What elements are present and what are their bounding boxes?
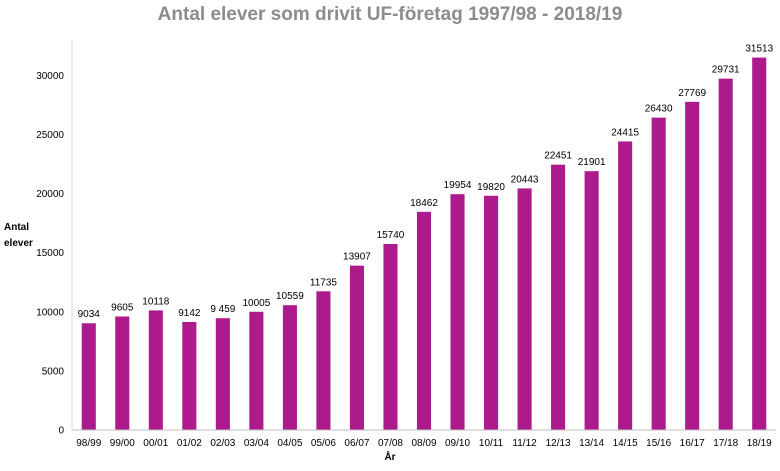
- y-tick-label: 5000: [42, 366, 65, 377]
- bar: [349, 265, 364, 430]
- x-tick-label: 17/18: [713, 438, 738, 449]
- x-tick-label: 07/08: [378, 438, 403, 449]
- x-axis-ticks: 98/99 99/00 00/01 01/02 02/03 03/04 04/05 05/06…: [76, 438, 772, 449]
- x-tick-label: 99/00: [110, 438, 135, 449]
- x-tick-label: 09/10: [445, 438, 470, 449]
- bar: [316, 291, 331, 430]
- data-label: 9034: [78, 309, 101, 320]
- data-label: 19820: [477, 182, 505, 193]
- bar: [718, 78, 733, 430]
- x-tick-label: 04/05: [277, 438, 302, 449]
- data-label: 9142: [178, 308, 201, 319]
- data-label: 10118: [142, 296, 170, 307]
- x-tick-label: 11/12: [512, 438, 537, 449]
- data-label: 19954: [444, 180, 472, 191]
- data-label: 15740: [377, 230, 405, 241]
- data-label: 10005: [242, 298, 270, 309]
- y-tick-label: 25000: [36, 130, 64, 141]
- x-tick-label: 03/04: [244, 438, 269, 449]
- bar: [383, 243, 398, 430]
- data-label: 9 459: [210, 304, 235, 315]
- x-tick-label: 13/14: [579, 438, 604, 449]
- x-tick-label: 15/16: [646, 438, 671, 449]
- y-tick-label: 0: [58, 426, 64, 437]
- bar: [182, 321, 197, 430]
- x-tick-label: 10/11: [479, 438, 504, 449]
- data-label: 29731: [712, 65, 740, 76]
- bar: [115, 316, 130, 430]
- bar: [752, 57, 767, 430]
- data-label: 26430: [645, 104, 673, 115]
- data-label: 18462: [410, 198, 438, 209]
- x-tick-label: 18/19: [747, 438, 772, 449]
- data-label: 13907: [343, 252, 371, 263]
- y-tick-label: 20000: [36, 189, 64, 200]
- bar: [450, 194, 465, 430]
- x-tick-label: 98/99: [76, 438, 101, 449]
- bar: [282, 305, 297, 430]
- data-label: 10559: [276, 291, 304, 302]
- bar: [517, 188, 532, 430]
- x-tick-label: 01/02: [177, 438, 202, 449]
- x-tick-label: 05/06: [311, 438, 336, 449]
- data-label: 20443: [511, 174, 539, 185]
- bar: [249, 311, 264, 430]
- x-tick-label: 06/07: [344, 438, 369, 449]
- y-tick-label: 30000: [36, 71, 64, 82]
- bar: [81, 323, 96, 430]
- x-tick-label: 12/13: [546, 438, 571, 449]
- x-tick-label: 00/01: [143, 438, 168, 449]
- data-labels: 9034 9605 10118 9142 9 459 10005 10559 11735 139…: [78, 44, 774, 321]
- data-label: 21901: [578, 157, 606, 168]
- x-tick-label: 14/15: [613, 438, 638, 449]
- x-tick-label: 02/03: [210, 438, 235, 449]
- bar: [215, 318, 230, 430]
- x-tick-label: 16/17: [680, 438, 705, 449]
- bar: [484, 195, 499, 430]
- bars: [81, 57, 767, 431]
- x-axis-label: År: [384, 452, 396, 463]
- data-label: 31513: [745, 44, 773, 55]
- y-axis-ticks: 0 5000 10000 15000 20000 25000 30000: [36, 71, 64, 437]
- chart-title: Antal elever som drivit UF-företag 1997/…: [157, 4, 623, 25]
- data-label: 11735: [310, 277, 338, 288]
- bar: [651, 117, 666, 431]
- bar: [416, 211, 432, 430]
- data-label: 27769: [678, 88, 706, 99]
- x-tick-label: 08/09: [411, 438, 436, 449]
- y-axis-label: Antal elever: [4, 222, 33, 249]
- bar: [685, 101, 700, 430]
- data-label: 22451: [544, 151, 572, 162]
- y-tick-label: 15000: [36, 248, 64, 259]
- bar: [618, 141, 633, 430]
- y-tick-label: 10000: [36, 307, 64, 318]
- bar: [148, 310, 163, 430]
- data-label: 9605: [111, 302, 134, 313]
- bar: [551, 164, 566, 431]
- bar: [584, 171, 599, 431]
- data-label: 24415: [611, 127, 639, 138]
